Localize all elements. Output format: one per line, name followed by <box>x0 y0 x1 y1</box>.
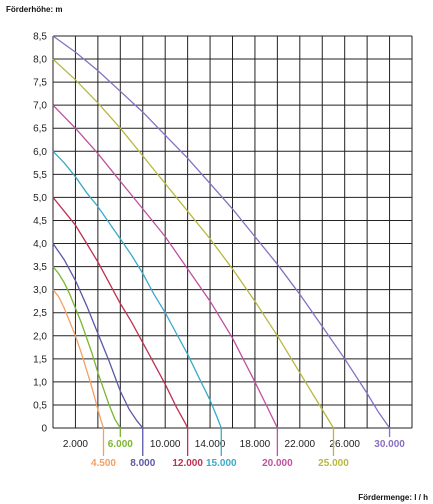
series-curve <box>52 266 121 429</box>
series-curve <box>52 35 391 429</box>
x-tick-labels: 2.000 10.000 14.000 18.000 22.000 26.000 <box>63 439 360 450</box>
grid <box>52 35 413 429</box>
series-label: 15.000 <box>206 458 237 469</box>
series-label: 30.000 <box>374 439 405 450</box>
y-tick-label: 2,5 <box>33 308 47 319</box>
x-tick-label: 10.000 <box>150 439 181 450</box>
y-tick-label: 6,0 <box>33 147 47 158</box>
y-tick-label: 8,5 <box>33 32 47 43</box>
y-tick-label: 8,0 <box>33 55 47 66</box>
y-tick-label: 0,5 <box>33 400 47 411</box>
y-tick-label: 7,5 <box>33 78 47 89</box>
series-curve <box>52 150 222 429</box>
y-tick-label: 1,0 <box>33 377 47 388</box>
x-tick-label: 26.000 <box>329 439 360 450</box>
series-curve <box>52 243 144 429</box>
series-curve <box>52 58 335 429</box>
y-tick-label: 7,0 <box>33 101 47 112</box>
y-tick-label: 3,5 <box>33 262 47 273</box>
series-labels: 4.500 6.000 8.000 12.000 15.000 20.000 25.000 3… <box>91 439 405 469</box>
y-tick-label: 0 <box>41 424 47 435</box>
y-tick-label: 5,0 <box>33 193 47 204</box>
y-tick-label: 5,5 <box>33 170 47 181</box>
curves <box>52 35 391 456</box>
series-label: 25.000 <box>318 458 349 469</box>
y-tick-label: 4,0 <box>33 239 47 250</box>
series-label: 6.000 <box>108 439 133 450</box>
x-tick-label: 2.000 <box>63 439 88 450</box>
x-tick-label: 18.000 <box>240 439 271 450</box>
x-axis-title: Fördermenge: l / h <box>358 493 428 502</box>
series-label: 8.000 <box>130 458 155 469</box>
series-label: 20.000 <box>262 458 293 469</box>
series-curve <box>52 104 278 429</box>
y-axis-title: Förderhöhe: m <box>6 5 62 14</box>
x-tick-label: 22.000 <box>285 439 316 450</box>
y-tick-label: 2,0 <box>33 331 47 342</box>
y-tick-label: 6,5 <box>33 124 47 135</box>
y-tick-labels: 0 0,5 1,0 1,5 2,0 2,5 3,0 3,5 4,0 4,5 5,0 5,5 6,0 6,5… <box>33 32 47 435</box>
y-tick-label: 3,0 <box>33 285 47 296</box>
x-tick-label: 14.000 <box>195 439 226 450</box>
series-curve <box>52 289 105 429</box>
y-tick-label: 1,5 <box>33 354 47 365</box>
y-tick-label: 4,5 <box>33 216 47 227</box>
series-curve <box>52 196 189 429</box>
series-label: 4.500 <box>91 458 116 469</box>
series-label: 12.000 <box>172 458 203 469</box>
